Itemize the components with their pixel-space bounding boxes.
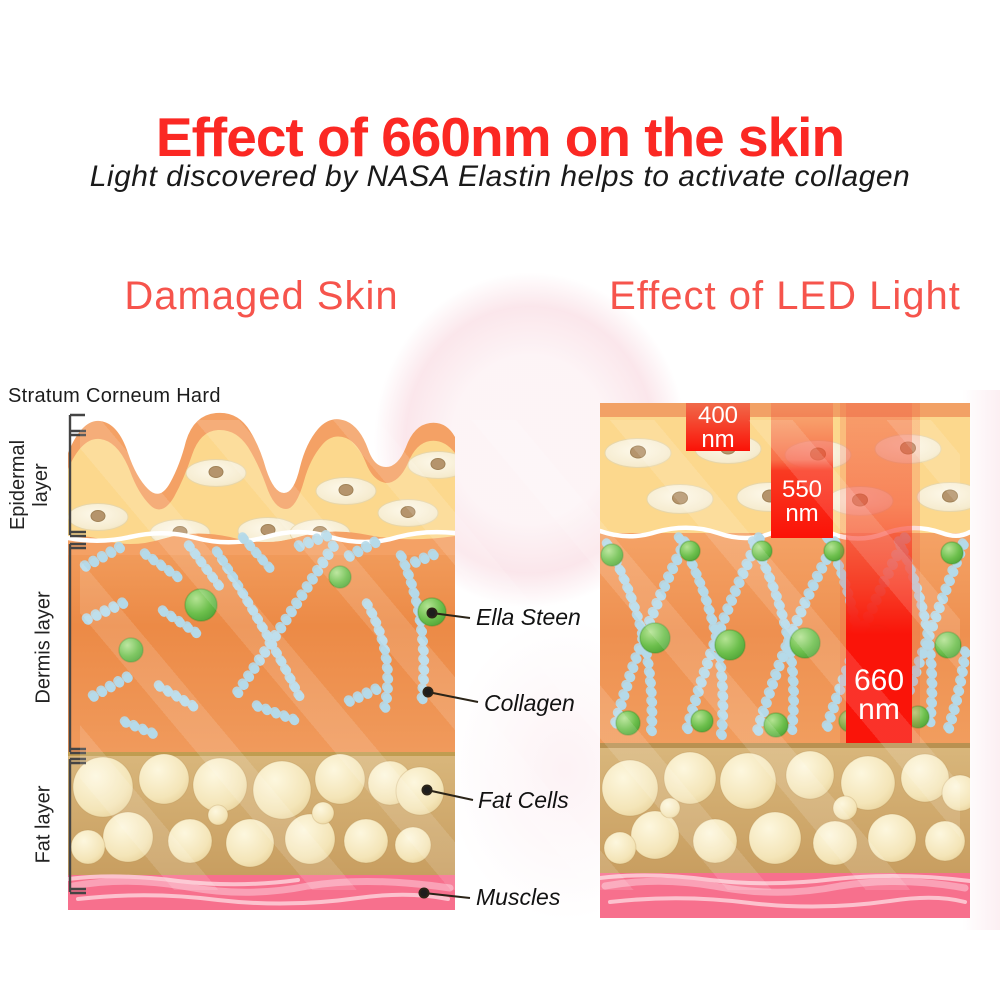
- callout-muscles: Muscles: [476, 884, 561, 910]
- wavelength-400-unit: nm: [701, 425, 735, 453]
- led-light-heading: Effect of LED Light: [609, 274, 961, 318]
- wavelength-550-unit: nm: [785, 499, 819, 527]
- callout-collagen: Collagen: [484, 690, 575, 716]
- fat-layer-label: Fat layer: [32, 785, 55, 864]
- damaged-skin-heading: Damaged Skin: [124, 274, 399, 318]
- wavelength-660-unit: nm: [858, 693, 900, 727]
- page-subtitle: Light discovered by NASA Elastin helps t…: [89, 160, 911, 193]
- fat-layer: [68, 752, 455, 875]
- wavelength-660-value: 660: [853, 664, 905, 697]
- led-band-660: [846, 403, 912, 743]
- wavelength-660-label: 660 nm: [846, 664, 912, 727]
- page-title: Effect of 660nm on the skin: [155, 105, 845, 168]
- stratum-corneum-label: Stratum Corneum Hard: [8, 385, 221, 407]
- epidermal-layer-label: Epidermal layer: [7, 439, 52, 531]
- wavelength-550-value: 550: [781, 476, 823, 503]
- wavelength-400-value: 400: [697, 402, 739, 429]
- layer-brackets: [68, 413, 86, 895]
- fat-layer: [600, 743, 970, 873]
- muscle-layer: [68, 874, 455, 910]
- epidermal-layer: [68, 412, 455, 555]
- led-effect-skin-diagram: [600, 403, 970, 918]
- damaged-skin-diagram: [68, 412, 455, 910]
- callout-elastin: Ella Steen: [476, 604, 581, 630]
- dermis-layer-label: Dermis layer: [32, 591, 55, 704]
- wavelength-400-label: 400 nm: [686, 404, 750, 451]
- muscle-layer: [600, 873, 970, 918]
- callout-fat-cells: Fat Cells: [478, 787, 569, 813]
- wavelength-550-label: 550 nm: [771, 478, 833, 525]
- led-band-550: [771, 403, 833, 538]
